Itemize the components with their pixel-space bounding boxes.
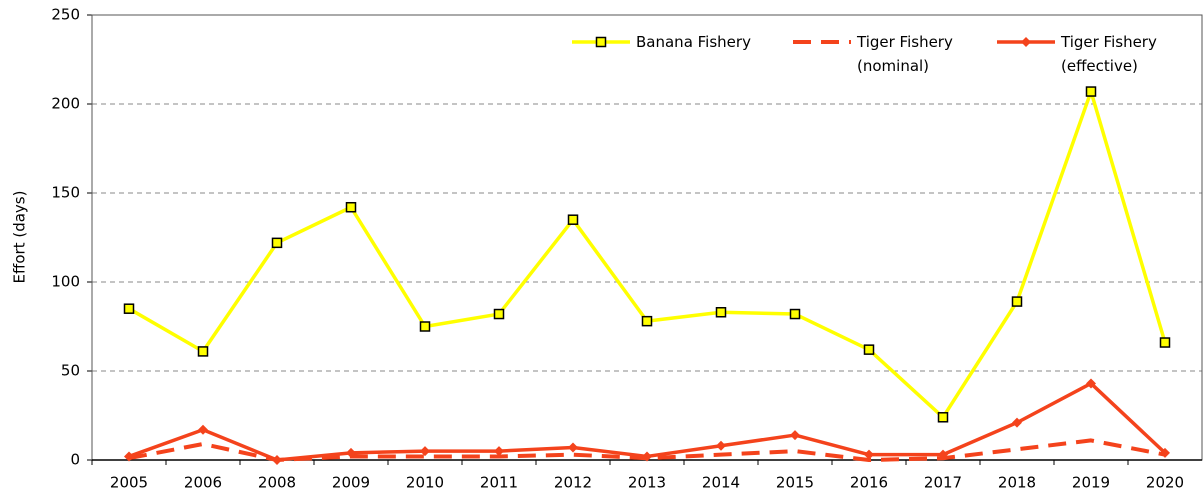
marker bbox=[938, 449, 948, 460]
x-tick-label: 2016 bbox=[850, 474, 888, 492]
x-tick-label: 2005 bbox=[110, 474, 148, 492]
marker bbox=[198, 424, 208, 435]
marker bbox=[1159, 337, 1171, 348]
marker bbox=[419, 321, 431, 332]
marker bbox=[124, 451, 134, 462]
x-tick-label: 2006 bbox=[184, 474, 222, 492]
y-tick-label: 150 bbox=[51, 184, 80, 202]
marker bbox=[1012, 417, 1022, 428]
series-line bbox=[128, 89, 1167, 420]
marker bbox=[716, 440, 726, 451]
marker bbox=[568, 442, 578, 453]
x-tick-label: 2012 bbox=[554, 474, 592, 492]
marker bbox=[271, 237, 283, 249]
legend-label: Banana Fishery bbox=[636, 33, 751, 51]
marker bbox=[715, 307, 727, 318]
x-tick-label: 2019 bbox=[1072, 474, 1110, 492]
y-tick-label: 0 bbox=[70, 451, 80, 469]
marker bbox=[790, 430, 800, 441]
marker bbox=[863, 344, 875, 355]
marker bbox=[345, 201, 357, 213]
marker bbox=[123, 303, 135, 314]
marker bbox=[346, 447, 356, 458]
legend-label: Tiger Fishery (effective) bbox=[1061, 33, 1157, 75]
marker bbox=[494, 446, 504, 457]
marker bbox=[1086, 378, 1096, 389]
x-tick-label: 2009 bbox=[332, 474, 370, 492]
marker bbox=[272, 455, 282, 465]
marker bbox=[789, 308, 801, 320]
y-tick-label: 100 bbox=[51, 273, 80, 291]
marker bbox=[641, 315, 653, 327]
marker bbox=[1011, 296, 1023, 307]
x-tick-label: 2013 bbox=[628, 474, 666, 492]
marker bbox=[642, 451, 652, 462]
x-tick-label: 2018 bbox=[998, 474, 1036, 492]
x-tick-label: 2020 bbox=[1146, 474, 1184, 492]
x-tick-label: 2014 bbox=[702, 474, 740, 492]
marker bbox=[493, 308, 505, 320]
x-tick-label: 2008 bbox=[258, 474, 296, 492]
y-tick-label: 50 bbox=[61, 362, 80, 380]
x-tick-label: 2017 bbox=[924, 474, 962, 492]
legend-label: Tiger Fishery (nominal) bbox=[857, 33, 953, 75]
marker bbox=[197, 346, 209, 357]
marker bbox=[1085, 86, 1097, 97]
marker bbox=[937, 412, 949, 423]
x-tick-label: 2011 bbox=[480, 474, 518, 492]
y-tick-label: 200 bbox=[51, 95, 80, 113]
marker bbox=[1160, 447, 1170, 458]
x-tick-label: 2010 bbox=[406, 474, 444, 492]
marker bbox=[420, 446, 430, 457]
x-tick-label: 2015 bbox=[776, 474, 814, 492]
marker bbox=[567, 214, 579, 225]
y-axis-label: Effort (days) bbox=[11, 191, 29, 284]
y-tick-label: 250 bbox=[51, 6, 80, 24]
legend-marker bbox=[1021, 37, 1031, 47]
marker bbox=[864, 449, 874, 460]
legend-marker bbox=[595, 36, 607, 48]
plot-frame bbox=[91, 14, 1203, 461]
